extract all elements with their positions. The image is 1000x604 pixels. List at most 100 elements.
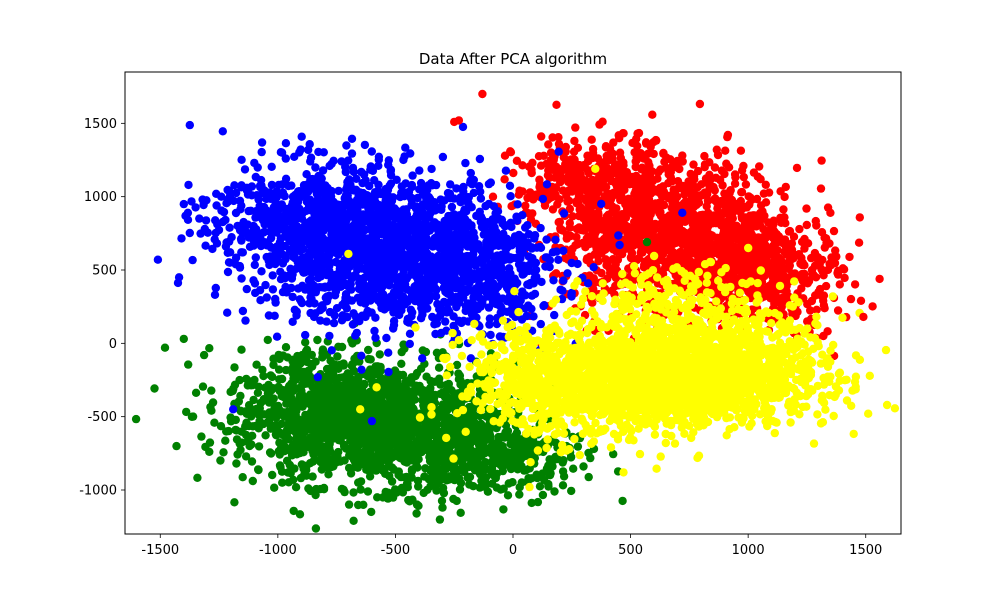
data-point [446, 401, 456, 410]
data-point [426, 376, 435, 386]
data-point [323, 394, 332, 403]
data-point [326, 402, 335, 412]
data-point [690, 243, 699, 252]
data-point [776, 213, 785, 222]
data-point [506, 192, 515, 201]
data-point [558, 186, 568, 195]
data-point [296, 358, 306, 367]
data-point [269, 360, 278, 370]
data-point [701, 178, 711, 187]
data-point [533, 473, 542, 483]
data-point [442, 380, 451, 389]
data-point [846, 294, 856, 304]
data-point [439, 488, 449, 498]
data-point [207, 386, 216, 395]
data-point [587, 135, 596, 144]
data-point [392, 390, 401, 400]
data-point [187, 412, 197, 421]
data-point [608, 207, 617, 217]
data-point [254, 465, 263, 474]
data-point [721, 202, 730, 211]
data-point [779, 205, 788, 214]
data-point [405, 329, 415, 338]
data-point [273, 421, 282, 430]
data-point [533, 497, 543, 507]
data-point [198, 382, 208, 391]
data-point [584, 472, 593, 482]
data-point [357, 167, 366, 177]
data-point [623, 228, 632, 237]
data-point [325, 447, 335, 456]
data-point [710, 186, 719, 195]
data-point [363, 487, 373, 496]
data-point [571, 168, 580, 177]
data-point [473, 463, 482, 472]
data-point [731, 199, 741, 209]
data-point [348, 163, 358, 173]
data-point [238, 306, 248, 316]
data-point [367, 451, 376, 460]
data-point [697, 224, 706, 233]
data-point [501, 166, 511, 175]
data-point [422, 393, 431, 402]
data-point [359, 380, 369, 390]
data-point [272, 332, 282, 341]
data-point [237, 274, 246, 283]
data-point [326, 364, 335, 373]
data-point [423, 485, 432, 494]
data-point [534, 152, 544, 161]
data-point [637, 245, 646, 254]
data-point [221, 436, 230, 445]
data-point [219, 448, 228, 457]
data-point [690, 218, 700, 227]
data-point [777, 235, 786, 244]
data-point [387, 463, 397, 472]
data-point [449, 494, 458, 504]
data-point [384, 367, 393, 377]
data-point [258, 365, 267, 375]
data-point [469, 482, 478, 491]
data-point [275, 375, 284, 384]
data-point [308, 472, 317, 481]
data-point [603, 164, 613, 173]
data-point [268, 372, 277, 382]
data-point [322, 317, 331, 326]
data-point [415, 381, 424, 391]
data-point [267, 386, 276, 395]
data-point [733, 243, 742, 252]
data-point [727, 209, 736, 219]
data-point [816, 291, 826, 300]
data-point [451, 419, 460, 428]
data-point [556, 178, 565, 187]
data-point [545, 455, 554, 464]
data-point [287, 417, 297, 426]
data-point [382, 448, 392, 457]
data-point [329, 454, 338, 463]
data-point [855, 213, 864, 222]
data-point [269, 354, 278, 363]
data-point [512, 428, 522, 437]
data-point [868, 302, 877, 311]
data-point [301, 338, 310, 347]
data-point [247, 457, 257, 466]
data-point [414, 429, 423, 438]
data-point [304, 394, 313, 403]
data-point [614, 131, 623, 140]
data-point [393, 377, 402, 386]
data-point [713, 150, 723, 160]
data-point [289, 506, 298, 516]
data-point [817, 156, 826, 165]
data-point [802, 204, 811, 213]
data-point [750, 259, 759, 268]
data-point [651, 199, 660, 208]
data-point [749, 168, 759, 177]
data-point [718, 210, 727, 219]
data-point [284, 435, 294, 444]
data-point [131, 414, 141, 424]
data-point [201, 442, 210, 452]
data-point [669, 214, 679, 223]
data-point [818, 255, 827, 265]
data-point [394, 370, 404, 379]
data-point [741, 180, 751, 189]
data-point [302, 465, 311, 475]
